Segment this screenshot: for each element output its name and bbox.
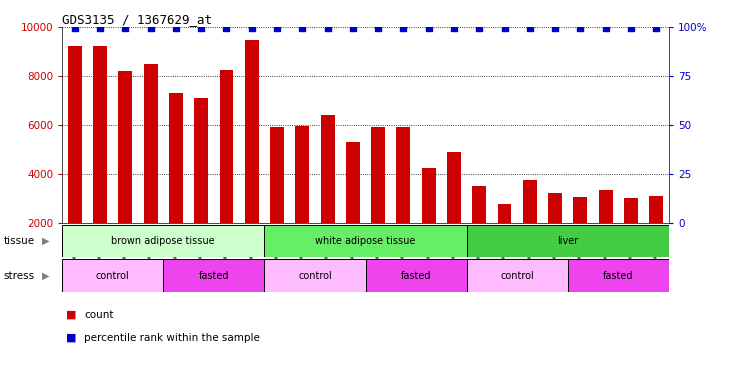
Bar xyxy=(265,259,366,292)
Bar xyxy=(62,225,265,257)
Text: fasted: fasted xyxy=(401,270,431,281)
Bar xyxy=(68,46,82,223)
Bar xyxy=(422,168,436,223)
Bar xyxy=(568,259,669,292)
Point xyxy=(651,25,662,31)
Bar xyxy=(371,127,385,223)
Bar xyxy=(270,127,284,223)
Point xyxy=(448,25,460,31)
Bar xyxy=(321,115,335,223)
Point xyxy=(271,25,283,31)
Text: control: control xyxy=(96,270,129,281)
Point xyxy=(170,25,182,31)
Point xyxy=(474,25,485,31)
Text: ▶: ▶ xyxy=(42,270,49,281)
Point xyxy=(94,25,106,31)
Text: ▶: ▶ xyxy=(42,236,49,246)
Bar xyxy=(472,186,486,223)
Text: tissue: tissue xyxy=(4,236,35,246)
Point xyxy=(195,25,207,31)
Point xyxy=(600,25,612,31)
Bar xyxy=(649,196,663,223)
Bar xyxy=(163,259,265,292)
Point xyxy=(347,25,359,31)
Point xyxy=(119,25,131,31)
Point xyxy=(246,25,257,31)
Bar xyxy=(396,127,410,223)
Text: fasted: fasted xyxy=(603,270,634,281)
Text: percentile rank within the sample: percentile rank within the sample xyxy=(84,333,260,343)
Point xyxy=(145,25,156,31)
Bar xyxy=(548,194,562,223)
Text: brown adipose tissue: brown adipose tissue xyxy=(111,236,215,246)
Bar xyxy=(346,142,360,223)
Point xyxy=(221,25,232,31)
Bar xyxy=(447,152,461,223)
Bar xyxy=(169,93,183,223)
Point xyxy=(398,25,409,31)
Bar xyxy=(93,46,107,223)
Point xyxy=(625,25,637,31)
Bar xyxy=(219,70,233,223)
Text: count: count xyxy=(84,310,113,320)
Bar xyxy=(295,126,309,223)
Bar xyxy=(523,180,537,223)
Bar xyxy=(194,98,208,223)
Point xyxy=(423,25,434,31)
Point xyxy=(297,25,308,31)
Point xyxy=(69,25,80,31)
Text: control: control xyxy=(500,270,534,281)
Bar xyxy=(265,225,466,257)
Point xyxy=(575,25,586,31)
Point xyxy=(549,25,561,31)
Bar xyxy=(466,259,568,292)
Bar xyxy=(498,204,512,223)
Text: white adipose tissue: white adipose tissue xyxy=(315,236,416,246)
Text: fasted: fasted xyxy=(199,270,229,281)
Point xyxy=(524,25,536,31)
Text: stress: stress xyxy=(4,270,35,281)
Bar xyxy=(62,259,163,292)
Bar xyxy=(144,64,158,223)
Point xyxy=(499,25,510,31)
Bar xyxy=(624,198,638,223)
Bar xyxy=(466,225,669,257)
Bar xyxy=(573,197,587,223)
Text: GDS3135 / 1367629_at: GDS3135 / 1367629_at xyxy=(62,13,212,26)
Text: control: control xyxy=(298,270,332,281)
Bar xyxy=(118,71,132,223)
Bar xyxy=(245,40,259,223)
Point xyxy=(372,25,384,31)
Bar xyxy=(366,259,466,292)
Text: ■: ■ xyxy=(66,333,76,343)
Bar xyxy=(599,190,613,223)
Text: liver: liver xyxy=(557,236,578,246)
Point xyxy=(322,25,333,31)
Text: ■: ■ xyxy=(66,310,76,320)
